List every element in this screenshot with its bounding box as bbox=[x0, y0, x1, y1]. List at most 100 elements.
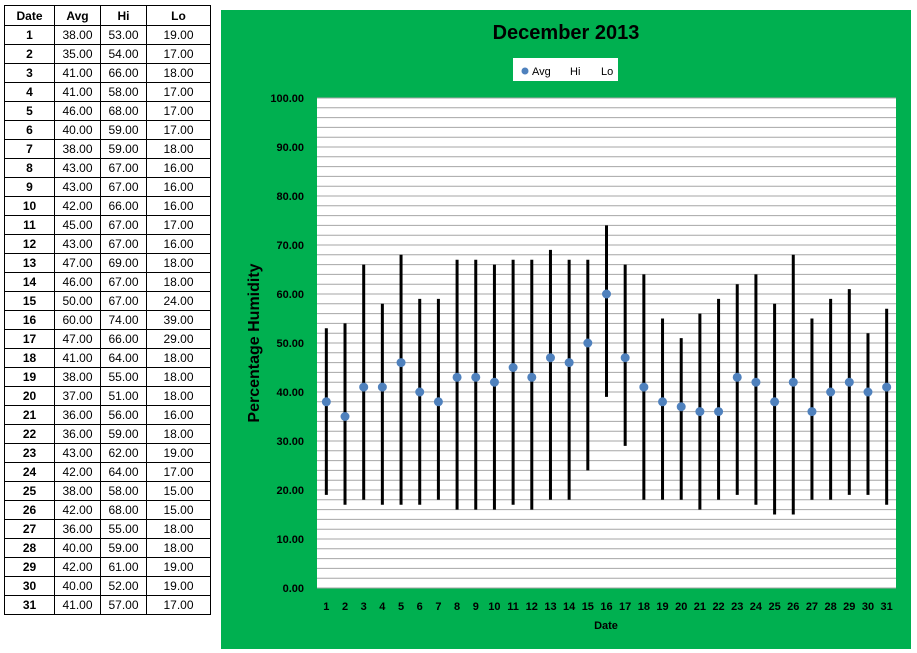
cell-date: 7 bbox=[4, 139, 55, 159]
table-row: 4 41.00 58.00 17.00 bbox=[4, 82, 211, 102]
cell-lo: 18.00 bbox=[146, 253, 211, 273]
table-row: 13 47.00 69.00 18.00 bbox=[4, 253, 211, 273]
cell-hi: 64.00 bbox=[100, 462, 147, 482]
cell-avg: 50.00 bbox=[54, 291, 101, 311]
cell-date: 14 bbox=[4, 272, 55, 292]
cell-avg: 47.00 bbox=[54, 253, 101, 273]
x-tick-label: 7 bbox=[435, 601, 441, 613]
cell-lo: 18.00 bbox=[146, 272, 211, 292]
x-tick-label: 15 bbox=[582, 601, 594, 613]
cell-hi: 68.00 bbox=[100, 101, 147, 121]
table-row: 31 41.00 57.00 17.00 bbox=[4, 595, 211, 615]
y-tick-label: 20.00 bbox=[276, 485, 304, 497]
table-row: 2 35.00 54.00 17.00 bbox=[4, 44, 211, 64]
table-row: 3 41.00 66.00 18.00 bbox=[4, 63, 211, 83]
cell-lo: 16.00 bbox=[146, 177, 211, 197]
cell-hi: 53.00 bbox=[100, 25, 147, 45]
table-row: 25 38.00 58.00 15.00 bbox=[4, 481, 211, 501]
cell-hi: 68.00 bbox=[100, 500, 147, 520]
x-tick-label: 4 bbox=[379, 601, 386, 613]
cell-hi: 58.00 bbox=[100, 481, 147, 501]
avg-point bbox=[545, 353, 555, 363]
cell-lo: 18.00 bbox=[146, 367, 211, 387]
legend-box bbox=[513, 58, 618, 81]
cell-date: 4 bbox=[4, 82, 55, 102]
chart-title: December 2013 bbox=[493, 22, 640, 44]
table-row: 1 38.00 53.00 19.00 bbox=[4, 25, 211, 45]
cell-avg: 36.00 bbox=[54, 424, 101, 444]
cell-date: 18 bbox=[4, 348, 55, 368]
cell-date: 28 bbox=[4, 538, 55, 558]
cell-hi: 57.00 bbox=[100, 595, 147, 615]
table-row: 16 60.00 74.00 39.00 bbox=[4, 310, 211, 330]
x-tick-labels: 1 2 3 4 5 6 7 8 9 10 11 12 13 14 15 16 17 18 19 20 21 22 23 24 2… bbox=[323, 601, 893, 613]
cell-date: 29 bbox=[4, 557, 55, 577]
x-tick-label: 17 bbox=[619, 601, 631, 613]
x-tick-label: 16 bbox=[600, 601, 612, 613]
cell-hi: 67.00 bbox=[100, 215, 147, 235]
table-row: 19 38.00 55.00 18.00 bbox=[4, 367, 211, 387]
y-tick-label: 90.00 bbox=[276, 142, 304, 154]
y-axis-label: Percentage Humidity bbox=[246, 263, 263, 422]
cell-date: 23 bbox=[4, 443, 55, 463]
cell-avg: 38.00 bbox=[54, 367, 101, 387]
table-row: 9 43.00 67.00 16.00 bbox=[4, 177, 211, 197]
cell-lo: 18.00 bbox=[146, 424, 211, 444]
cell-avg: 40.00 bbox=[54, 120, 101, 140]
avg-point bbox=[676, 402, 686, 412]
x-tick-label: 24 bbox=[750, 601, 763, 613]
cell-avg: 41.00 bbox=[54, 63, 101, 83]
cell-avg: 43.00 bbox=[54, 177, 101, 197]
avg-point bbox=[508, 363, 518, 372]
cell-date: 16 bbox=[4, 310, 55, 330]
cell-lo: 17.00 bbox=[146, 595, 211, 615]
cell-date: 2 bbox=[4, 44, 55, 64]
x-tick-label: 12 bbox=[526, 601, 538, 613]
cell-lo: 18.00 bbox=[146, 139, 211, 159]
cell-hi: 61.00 bbox=[100, 557, 147, 577]
cell-date: 8 bbox=[4, 158, 55, 178]
cell-lo: 15.00 bbox=[146, 481, 211, 501]
cell-hi: 52.00 bbox=[100, 576, 147, 596]
table-body: 1 38.00 53.00 19.00 2 35.00 54.00 17.00 3 41.00 66… bbox=[4, 25, 211, 615]
cell-avg: 43.00 bbox=[54, 158, 101, 178]
x-tick-label: 20 bbox=[675, 601, 687, 613]
cell-hi: 58.00 bbox=[100, 82, 147, 102]
x-tick-label: 2 bbox=[342, 601, 348, 613]
legend: Avg Hi Lo bbox=[513, 58, 618, 81]
cell-avg: 40.00 bbox=[54, 576, 101, 596]
cell-date: 24 bbox=[4, 462, 55, 482]
header-avg: Avg bbox=[54, 5, 101, 26]
legend-avg-marker bbox=[521, 67, 529, 75]
cell-date: 13 bbox=[4, 253, 55, 273]
cell-lo: 18.00 bbox=[146, 348, 211, 368]
cell-hi: 66.00 bbox=[100, 329, 147, 349]
avg-point bbox=[602, 289, 611, 299]
avg-point bbox=[359, 382, 369, 392]
table-row: 27 36.00 55.00 18.00 bbox=[4, 519, 211, 539]
cell-date: 19 bbox=[4, 367, 55, 387]
avg-point bbox=[788, 377, 798, 387]
avg-point bbox=[321, 397, 331, 407]
cell-avg: 41.00 bbox=[54, 82, 101, 102]
cell-hi: 51.00 bbox=[100, 386, 147, 406]
cell-lo: 24.00 bbox=[146, 291, 211, 311]
y-tick-labels: 0.00 10.00 20.00 30.00 40.00 50.00 60.00 70.00 8… bbox=[270, 93, 304, 595]
cell-hi: 54.00 bbox=[100, 44, 147, 64]
x-axis-label: Date bbox=[594, 620, 618, 632]
cell-avg: 60.00 bbox=[54, 310, 101, 330]
cell-hi: 67.00 bbox=[100, 234, 147, 254]
table-row: 8 43.00 67.00 16.00 bbox=[4, 158, 211, 178]
cell-date: 21 bbox=[4, 405, 55, 425]
x-tick-label: 28 bbox=[825, 601, 837, 613]
cell-avg: 41.00 bbox=[54, 348, 101, 368]
cell-date: 22 bbox=[4, 424, 55, 444]
cell-lo: 17.00 bbox=[146, 215, 211, 235]
cell-avg: 36.00 bbox=[54, 405, 101, 425]
x-tick-label: 1 bbox=[323, 601, 329, 613]
x-tick-label: 25 bbox=[768, 601, 780, 613]
cell-date: 10 bbox=[4, 196, 55, 216]
cell-hi: 66.00 bbox=[100, 63, 147, 83]
x-tick-label: 27 bbox=[806, 601, 818, 613]
grid-lines bbox=[317, 97, 896, 589]
